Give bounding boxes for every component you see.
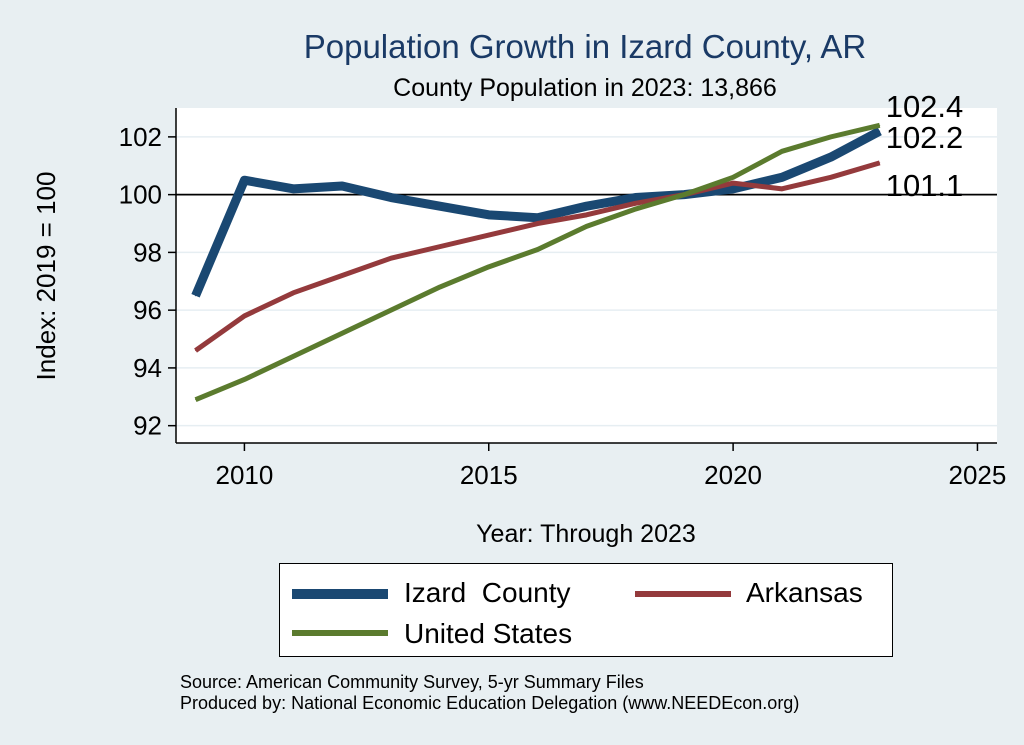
data-point-1: [586, 214, 587, 216]
data-point-2: [390, 309, 392, 311]
data-point-2: [195, 399, 197, 401]
y-tick-label: 100: [119, 180, 162, 210]
data-point-1: [830, 176, 832, 178]
data-point-2: [586, 225, 587, 227]
legend-label-izard-county: Izard County: [404, 577, 571, 608]
chart-title: Population Growth in Izard County, AR: [303, 28, 867, 65]
data-point-0: [243, 179, 245, 181]
legend-swatch-izard-county: [292, 589, 388, 599]
data-point-1: [195, 350, 197, 352]
x-tick-label: 2010: [215, 460, 273, 490]
data-point-0: [390, 197, 392, 199]
chart-subtitle: County Population in 2023: 13,866: [393, 74, 777, 102]
data-point-2: [830, 136, 832, 138]
data-point-1: [781, 188, 783, 190]
data-point-0: [537, 217, 539, 219]
data-point-0: [341, 185, 343, 187]
data-point-1: [439, 246, 441, 248]
y-tick-label: 92: [133, 411, 162, 441]
data-point-2: [243, 378, 245, 380]
end-label-1: 101.1: [886, 168, 964, 203]
data-point-0: [732, 188, 734, 190]
data-point-1: [634, 202, 636, 204]
y-axis-title: Index: 2019 = 100: [31, 172, 61, 381]
line-chart: 92 94 96 98 100 102 2010 2015 2020 2025 102.2 101.1…: [31, 89, 1007, 548]
source-note: Source: American Community Survey, 5-yr …: [180, 672, 799, 714]
data-point-1: [243, 315, 245, 317]
data-point-2: [488, 266, 490, 268]
x-axis-title: Year: Through 2023: [476, 520, 696, 548]
data-point-0: [634, 197, 636, 199]
source-line-1: Source: American Community Survey, 5-yr …: [180, 672, 644, 692]
plot-area: [176, 108, 997, 443]
data-point-1: [879, 162, 881, 164]
data-point-0: [586, 205, 587, 207]
end-label-2: 102.4: [886, 89, 964, 124]
legend: Izard County Arkansas United States: [279, 563, 893, 657]
data-point-1: [341, 275, 343, 276]
data-point-2: [292, 355, 294, 357]
x-tick-label: 2025: [949, 460, 1007, 490]
data-point-1: [390, 257, 392, 259]
end-label-0: 102.2: [886, 120, 964, 155]
legend-label-united-states: United States: [404, 618, 573, 649]
source-line-2: Produced by: National Economic Education…: [180, 693, 800, 713]
data-point-1: [292, 292, 294, 294]
data-point-0: [879, 130, 881, 132]
y-tick-label: 102: [119, 122, 162, 152]
x-tick-label: 2020: [704, 460, 762, 490]
data-point-1: [732, 182, 734, 184]
data-point-0: [292, 188, 294, 190]
data-point-2: [732, 176, 734, 178]
y-tick-label: 94: [133, 353, 162, 383]
legend-swatch-arkansas: [635, 591, 731, 597]
y-tick-label: 96: [133, 295, 162, 325]
legend-swatch-united-states: [292, 630, 388, 636]
data-point-2: [439, 286, 441, 288]
data-point-0: [195, 295, 197, 297]
data-point-2: [634, 208, 636, 210]
data-point-0: [781, 176, 783, 178]
legend-label-arkansas: Arkansas: [746, 577, 863, 608]
data-point-2: [537, 249, 539, 251]
data-point-1: [488, 234, 490, 236]
data-point-0: [439, 205, 441, 207]
data-point-2: [341, 332, 343, 334]
x-tick-label: 2015: [460, 460, 518, 490]
data-point-2: [781, 150, 783, 152]
data-point-2: [879, 124, 881, 126]
data-point-2: [683, 194, 685, 196]
data-point-0: [488, 214, 490, 216]
data-point-1: [537, 223, 539, 225]
y-tick-label: 98: [133, 237, 162, 267]
data-point-0: [830, 156, 832, 158]
